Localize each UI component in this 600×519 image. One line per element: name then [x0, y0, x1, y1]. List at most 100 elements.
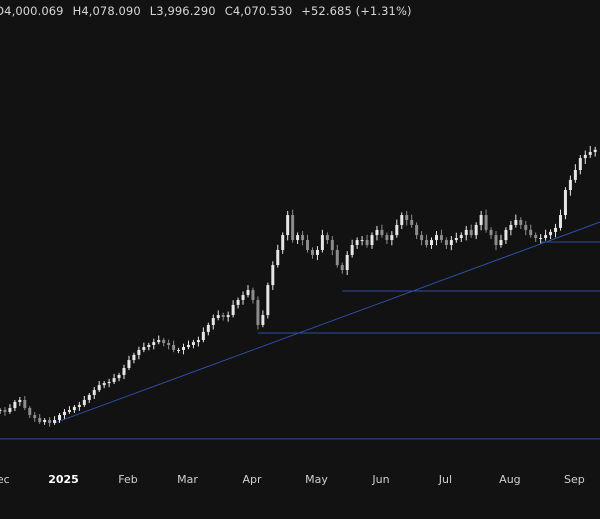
drawing-lines [0, 221, 600, 440]
candle-up [370, 232, 374, 249]
candle-body [276, 249, 280, 266]
candle-body [3, 410, 7, 412]
candle-body [549, 231, 553, 236]
candle-body [246, 290, 250, 295]
candle-body [211, 317, 215, 325]
candle-body [172, 345, 176, 350]
candle-down [484, 209, 488, 233]
candle-body [28, 408, 32, 416]
low-value: L3,996.290 [149, 4, 216, 18]
candle-body [251, 290, 255, 300]
candle-body [325, 235, 329, 241]
candle-body [524, 224, 528, 230]
candle-body [444, 240, 448, 245]
candle-down [439, 229, 443, 243]
candle-body [281, 235, 285, 250]
candle-body [563, 190, 567, 216]
candle-up [241, 291, 245, 305]
candle-down [534, 232, 538, 242]
x-tick-label: Jul [438, 473, 452, 486]
candle-up [271, 261, 275, 290]
candle-body [301, 235, 305, 241]
candle-up [400, 212, 404, 230]
x-tick-label: 2025 [48, 473, 79, 486]
candle-down [380, 224, 384, 238]
trendline[interactable] [54, 221, 600, 424]
candle-up [315, 246, 319, 261]
open-value: O4,000.069 [0, 4, 64, 18]
candle-down [251, 287, 255, 304]
candle-up [231, 300, 235, 318]
candle-body [410, 220, 414, 225]
candle-body [469, 229, 473, 236]
candle-body [519, 220, 523, 225]
candle-down [494, 231, 498, 251]
candle-body [434, 235, 438, 241]
change-value: +52.685 (+1.31%) [301, 4, 412, 18]
candle-body [375, 229, 379, 236]
candle-up [107, 378, 111, 388]
candle-down [365, 234, 369, 248]
candle-up [474, 222, 478, 240]
ohlc-readout: O4,000.069 H4,078.090 L3,996.290 C4,070.530… [0, 4, 421, 18]
candle-body [509, 224, 513, 230]
candle-up [102, 380, 106, 389]
candle-body [162, 340, 166, 343]
candle-body [23, 399, 27, 409]
candle-body [137, 349, 141, 355]
candle-up [201, 327, 205, 343]
candle-body [315, 249, 319, 255]
candle-down [162, 337, 166, 347]
candle-up [186, 340, 190, 350]
candle-down [444, 237, 448, 249]
candle-up [434, 231, 438, 246]
candle-body [186, 345, 190, 348]
candle-up [563, 187, 567, 220]
candle-up [554, 223, 558, 238]
candle-body [489, 229, 493, 236]
high-value: H4,078.090 [72, 4, 141, 18]
candle-body [494, 235, 498, 245]
candle-body [464, 229, 468, 236]
candle-up [390, 231, 394, 246]
candle-body [67, 410, 71, 412]
candle-up [286, 210, 290, 241]
candle-up [454, 232, 458, 243]
candle-body [360, 240, 364, 242]
candle-body [504, 229, 508, 241]
candle-down [524, 220, 528, 236]
candle-body [77, 404, 81, 407]
candle-body [92, 390, 96, 395]
candle-up [449, 236, 453, 251]
candle-body [514, 220, 518, 225]
candle-up [72, 404, 76, 414]
candle-up [549, 229, 553, 240]
candle-body [484, 215, 488, 230]
candle-up [350, 239, 354, 258]
candle-body [43, 420, 47, 423]
candles [0, 146, 597, 427]
candle-body [420, 235, 424, 241]
x-tick-label: Mar [177, 473, 198, 486]
candle-down [489, 227, 493, 240]
candle-up [206, 322, 210, 336]
candle-down [23, 395, 27, 411]
candle-body [87, 395, 91, 400]
candle-body [320, 235, 324, 250]
candle-up [13, 400, 17, 411]
candle-body [415, 224, 419, 236]
x-tick-label: Sep [564, 473, 585, 486]
candle-body [335, 249, 339, 266]
candle-body [345, 254, 349, 270]
candle-body [261, 315, 265, 325]
candle-body [558, 215, 562, 228]
candle-down [310, 247, 314, 259]
candle-body [380, 229, 384, 236]
candle-body [38, 417, 42, 423]
candle-up [177, 347, 181, 354]
candle-up [578, 155, 582, 175]
candle-down [28, 406, 32, 418]
candle-body [405, 215, 409, 220]
candle-up [246, 285, 250, 298]
